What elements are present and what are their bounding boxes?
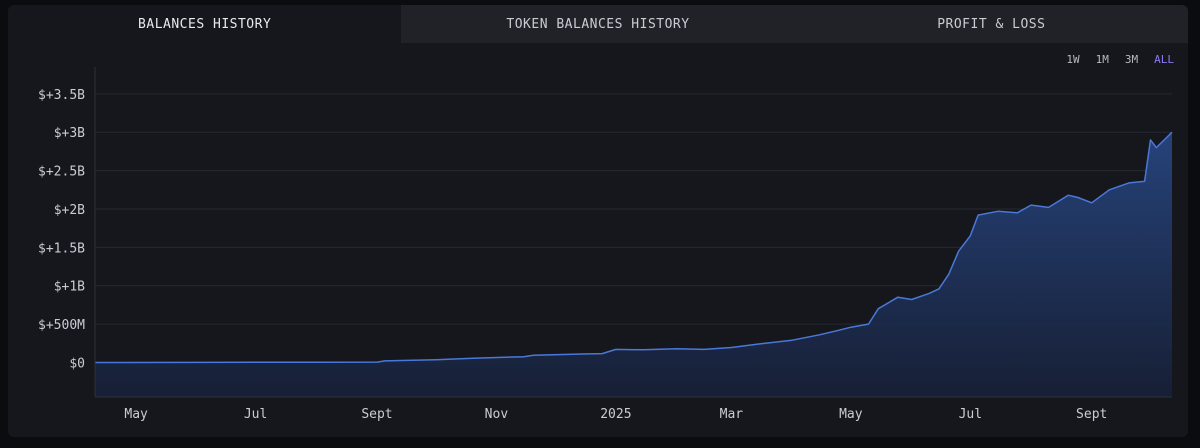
y-tick-label: $+3.5B [38, 88, 85, 103]
y-tick-label: $+1.5B [38, 241, 85, 256]
tab-profit-and-loss[interactable]: PROFIT & LOSS [794, 5, 1188, 43]
balances-panel: $0 $+500M $+1B $+1.5B $+2B $+2.5B $+3B $+3.5B M… [8, 5, 1188, 437]
balance-series-line [94, 131, 1173, 364]
y-tick-label: $+2.5B [38, 165, 85, 180]
range-3m-button[interactable]: 3M [1124, 53, 1139, 66]
x-tick-label: Mar [720, 407, 744, 422]
x-tick-label: Jul [959, 407, 982, 422]
range-1m-button[interactable]: 1M [1095, 53, 1109, 66]
x-tick-label: Jul [244, 407, 267, 422]
x-tick-label: May [839, 407, 863, 422]
balances-chart: $0 $+500M $+1B $+1.5B $+2B $+2.5B $+3B $+3.5B M… [38, 67, 1173, 422]
time-range-selector: 1W 1M 3M ALL [1066, 53, 1174, 66]
tab-token-balances-history[interactable]: TOKEN BALANCES HISTORY [401, 5, 795, 43]
y-tick-label: $0 [69, 356, 85, 371]
y-axis-ticks: $0 $+500M $+1B $+1.5B $+2B $+2.5B $+3B $+3.5B [38, 88, 85, 372]
balance-area-fill [95, 132, 1172, 397]
x-tick-label: Nov [485, 407, 509, 422]
y-tick-label: $+1B [54, 280, 85, 295]
y-tick-label: $+3B [54, 126, 85, 141]
range-all-button[interactable]: ALL [1154, 53, 1174, 66]
x-tick-label: May [124, 407, 148, 422]
area-series [94, 131, 1173, 397]
axes [94, 67, 1172, 398]
tab-bar: BALANCES HISTORY TOKEN BALANCES HISTORY … [8, 5, 1188, 43]
range-1w-button[interactable]: 1W [1066, 53, 1080, 66]
x-axis-ticks: May Jul Sept Nov 2025 Mar May Jul Sept [124, 407, 1107, 422]
y-tick-label: $+500M [38, 318, 85, 333]
x-tick-label: Sept [1076, 407, 1107, 422]
x-tick-label: Sept [361, 407, 392, 422]
x-tick-label: 2025 [600, 407, 631, 422]
y-tick-label: $+2B [54, 203, 85, 218]
tab-balances-history[interactable]: BALANCES HISTORY [8, 5, 402, 43]
gridlines [95, 93, 1172, 363]
